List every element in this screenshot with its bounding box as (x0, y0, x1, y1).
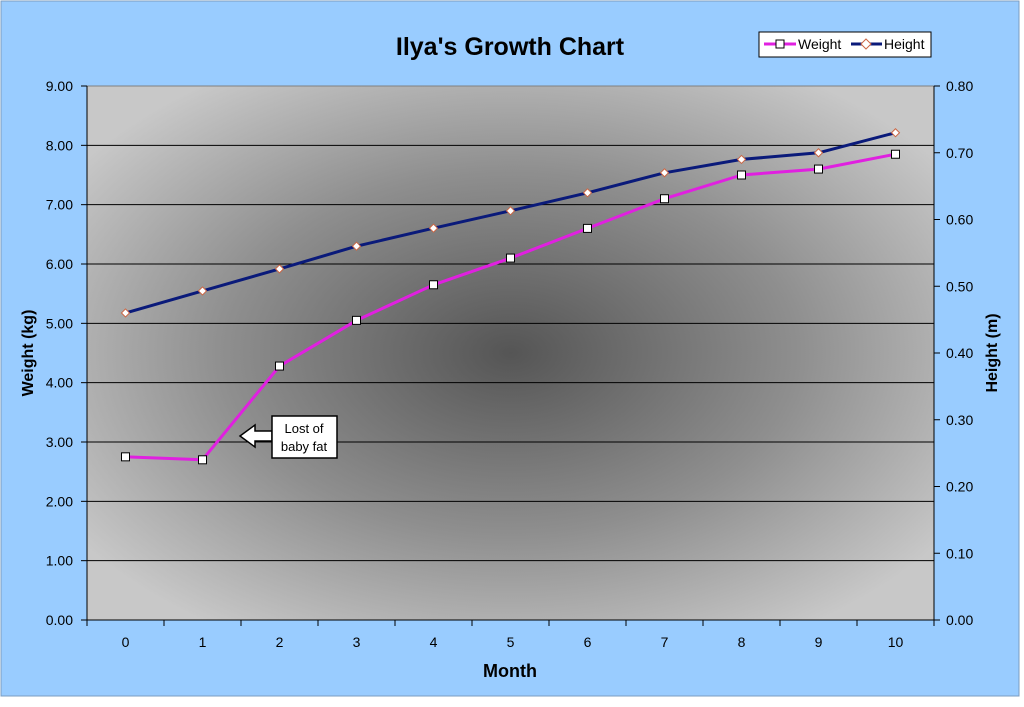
x-tick-label: 3 (353, 634, 361, 650)
callout-text-line1: Lost of (284, 421, 323, 436)
data-point-weight (660, 194, 669, 204)
y-tick-label-left: 0.00 (46, 612, 73, 628)
x-tick-label: 4 (430, 634, 438, 650)
y-tick-label-right: 0.50 (946, 278, 973, 294)
chart-title: Ilya's Growth Chart (396, 33, 625, 61)
legend-height-marker (860, 38, 872, 50)
y-tick-label-left: 2.00 (46, 493, 73, 509)
y-tick-label-left: 8.00 (46, 137, 73, 153)
y-tick-label-left: 7.00 (46, 197, 73, 213)
data-point-weight (891, 149, 900, 159)
y-tick-label-left: 9.00 (46, 78, 73, 94)
legend-height-label: Height (884, 36, 925, 52)
gridlines (87, 144, 934, 562)
series-group (120, 128, 901, 465)
y-tick-label-right: 0.80 (946, 78, 973, 94)
data-point-height (428, 223, 439, 233)
x-tick-label: 0 (122, 634, 130, 650)
x-tick-label: 8 (738, 634, 746, 650)
y-tick-label-right: 0.00 (946, 612, 973, 628)
x-tick-label: 2 (276, 634, 284, 650)
x-tick-label: 5 (507, 634, 515, 650)
data-point-height (582, 188, 593, 198)
annotation-callout: Lost of baby fat (238, 415, 338, 459)
data-point-weight (429, 280, 438, 290)
x-tick-label: 6 (584, 634, 592, 650)
data-point-height (351, 241, 362, 251)
y-tick-label-right: 0.20 (946, 479, 973, 495)
data-point-height (197, 286, 208, 296)
data-point-weight (506, 253, 515, 263)
x-tick-label: 1 (199, 634, 207, 650)
legend-weight-marker (775, 39, 785, 49)
data-point-height (505, 206, 516, 216)
y-tick-label-left: 5.00 (46, 315, 73, 331)
y-tick-label-left: 1.00 (46, 553, 73, 569)
data-point-weight (121, 452, 130, 462)
data-point-height (890, 128, 901, 138)
callout-box (271, 415, 338, 459)
data-point-weight (198, 455, 207, 465)
y-tick-label-left: 3.00 (46, 434, 73, 450)
data-point-weight (275, 361, 284, 371)
y-tick-label-right: 0.10 (946, 545, 973, 561)
data-point-weight (814, 164, 823, 174)
y-tick-label-left: 6.00 (46, 256, 73, 272)
y-tick-label-right: 0.40 (946, 345, 973, 361)
x-axis-label: Month (483, 661, 537, 681)
plot-area (86, 85, 935, 621)
y-tick-label-right: 0.70 (946, 145, 973, 161)
data-point-height (120, 308, 131, 318)
data-point-weight (583, 223, 592, 233)
data-point-height (813, 148, 824, 158)
data-point-weight (737, 170, 746, 180)
callout-text-line2: baby fat (281, 439, 328, 454)
tick-labels: 0.00 1.00 2.00 3.00 4.00 5.00 6.00 7.00 8.00 9.00… (46, 78, 974, 650)
data-point-height (659, 168, 670, 178)
x-tick-label: 7 (661, 634, 669, 650)
y-axis-label-right: Height (m) (984, 313, 1001, 392)
data-point-weight (352, 315, 361, 325)
y-axis-label-left: Weight (kg) (20, 310, 37, 397)
data-point-height (274, 264, 285, 274)
y-tick-label-left: 4.00 (46, 375, 73, 391)
legend: Weight Height (758, 31, 932, 58)
y-tick-label-right: 0.30 (946, 412, 973, 428)
x-tick-label: 10 (888, 634, 904, 650)
data-point-height (736, 154, 747, 165)
x-tick-label: 9 (815, 634, 823, 650)
y-tick-label-right: 0.60 (946, 212, 973, 228)
axes (81, 85, 940, 626)
legend-weight-label: Weight (798, 36, 841, 52)
